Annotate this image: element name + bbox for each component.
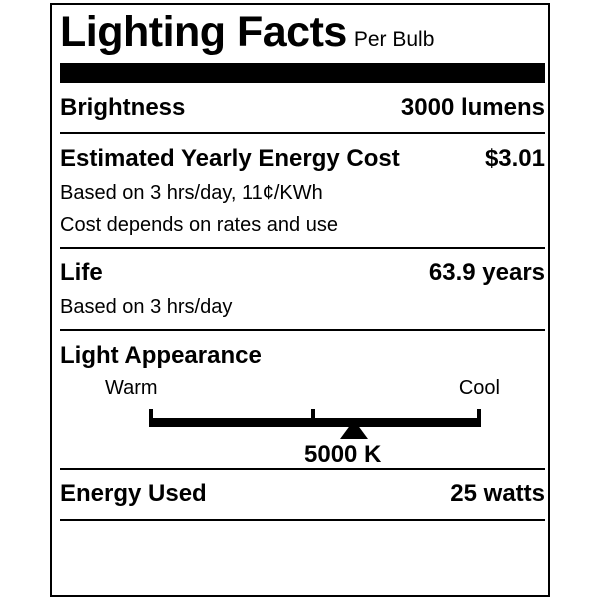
section-light-appearance: Light Appearance Warm Cool 5000 K [60, 331, 545, 468]
color-temperature-scale: Warm Cool 5000 K [60, 368, 545, 468]
divider-after-energy-used [60, 519, 545, 521]
energy-cost-value: $3.01 [484, 145, 545, 172]
scale-warm-label: Warm [105, 377, 158, 399]
light-appearance-label: Light Appearance [60, 342, 262, 369]
section-energy-used: Energy Used 25 watts [60, 470, 545, 519]
label-title-row: Lighting Facts Per Bulb [60, 5, 545, 63]
brightness-label: Brightness [60, 94, 186, 121]
title-qualifier: Per Bulb [353, 28, 435, 51]
energy-used-value: 25 watts [450, 480, 545, 507]
scale-cool-label: Cool [458, 377, 500, 399]
divider-after-brightness [60, 132, 545, 134]
scale-endpoint-labels: Warm Cool [105, 378, 500, 398]
divider-after-light-appearance [60, 468, 545, 470]
energy-used-label: Energy Used [60, 480, 207, 507]
energy-cost-label: Estimated Yearly Energy Cost [60, 145, 400, 172]
life-label: Life [60, 259, 103, 286]
section-life: Life 63.9 years Based on 3 hrs/day [60, 249, 545, 329]
title-black-bar [60, 63, 545, 83]
scale-marker-triangle-icon [340, 420, 368, 439]
section-brightness: Brightness 3000 lumens [60, 83, 545, 132]
energy-cost-row: Estimated Yearly Energy Cost $3.01 [60, 134, 545, 171]
life-note: Based on 3 hrs/day [60, 296, 233, 318]
scale-bar [149, 418, 481, 427]
section-energy-cost: Estimated Yearly Energy Cost $3.01 Based… [60, 134, 545, 247]
divider-after-life [60, 329, 545, 331]
scale-tick-middle [311, 409, 315, 418]
scale-tick-left [149, 409, 153, 418]
energy-cost-note-2: Cost depends on rates and use [60, 214, 338, 236]
life-value: 63.9 years [428, 259, 545, 286]
brightness-row: Brightness 3000 lumens [60, 83, 545, 132]
life-row: Life 63.9 years [60, 249, 545, 285]
brightness-value: 3000 lumens [400, 94, 545, 121]
light-appearance-row: Light Appearance [60, 331, 545, 368]
divider-after-energy-cost [60, 247, 545, 249]
energy-cost-note-1: Based on 3 hrs/day, 11¢/KWh [60, 182, 323, 204]
scale-tick-right [477, 409, 481, 418]
energy-used-row: Energy Used 25 watts [60, 470, 545, 519]
color-temperature-value: 5000 K [304, 441, 382, 468]
lighting-facts-label: Lighting Facts Per Bulb Brightness 3000 … [50, 3, 550, 597]
label-inner: Lighting Facts Per Bulb Brightness 3000 … [60, 5, 545, 521]
page-title: Lighting Facts [60, 8, 347, 56]
